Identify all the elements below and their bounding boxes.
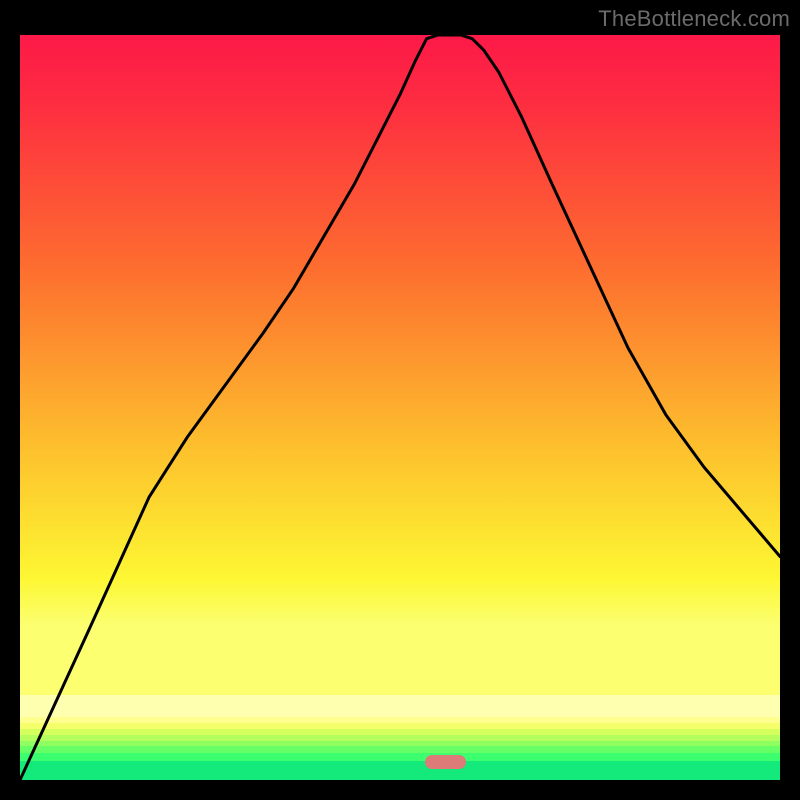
bottleneck-curve [20, 35, 780, 780]
optimum-marker [425, 755, 467, 769]
attribution-text: TheBottleneck.com [598, 6, 790, 32]
plot-area [20, 35, 780, 780]
